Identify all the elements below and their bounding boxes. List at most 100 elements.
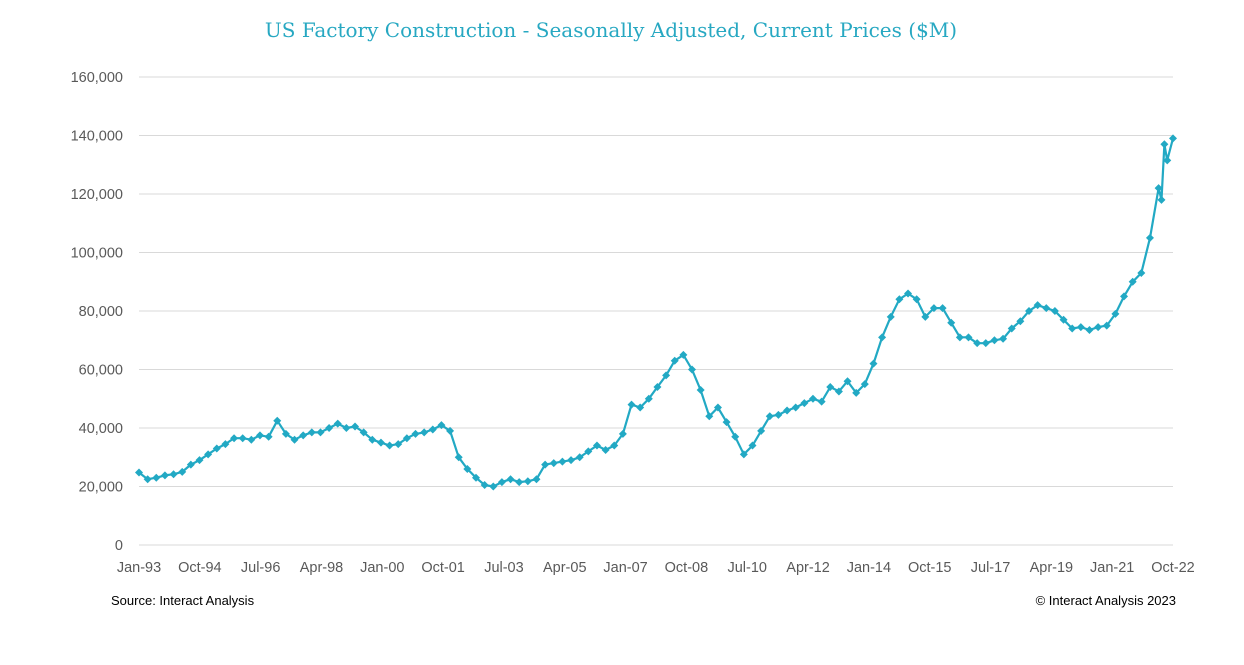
data-point-marker — [411, 429, 420, 438]
y-tick-label: 40,000 — [79, 421, 123, 437]
x-tick-label: Jan-00 — [360, 560, 404, 576]
x-tick-label: Jul-17 — [971, 560, 1011, 576]
data-point-marker — [143, 475, 152, 484]
data-point-marker — [1154, 184, 1163, 193]
data-point-marker — [532, 475, 541, 484]
data-point-marker — [221, 440, 230, 449]
data-point-marker — [904, 289, 913, 298]
data-point-marker — [800, 399, 809, 408]
data-point-marker — [670, 356, 679, 365]
y-tick-label: 0 — [115, 538, 123, 554]
data-point-marker — [808, 394, 817, 403]
data-point-marker — [541, 460, 550, 469]
data-point-marker — [860, 380, 869, 389]
data-point-marker — [1024, 307, 1033, 315]
data-point-marker — [255, 431, 264, 440]
data-point-marker — [523, 477, 532, 486]
data-point-marker — [757, 426, 766, 435]
x-tick-label: Oct-01 — [421, 560, 465, 576]
data-point-marker — [342, 424, 351, 432]
data-point-marker — [748, 441, 757, 450]
data-point-marker — [1102, 321, 1111, 330]
data-point-marker — [480, 481, 489, 490]
x-tick-label: Jan-14 — [847, 560, 891, 576]
data-point-marker — [1120, 292, 1129, 301]
data-point-marker — [385, 441, 394, 450]
data-point-marker — [281, 429, 290, 438]
data-point-marker — [307, 428, 316, 437]
data-point-marker — [1007, 324, 1016, 333]
data-point-marker — [662, 371, 671, 380]
data-point-marker — [195, 456, 204, 465]
y-tick-label: 140,000 — [71, 129, 123, 145]
data-point-marker — [420, 428, 429, 437]
x-tick-label: Apr-05 — [543, 560, 587, 576]
x-tick-label: Oct-08 — [665, 560, 709, 576]
data-point-marker — [584, 447, 593, 456]
data-point-marker — [471, 473, 480, 482]
data-point-marker — [739, 450, 748, 459]
data-point-marker — [929, 304, 938, 313]
data-point-marker — [653, 383, 662, 392]
data-point-marker — [834, 387, 843, 396]
data-point-marker — [999, 334, 1008, 343]
data-point-marker — [489, 482, 498, 491]
data-point-marker — [437, 421, 446, 430]
data-point-marker — [964, 333, 973, 342]
data-point-marker — [713, 403, 722, 412]
data-point-marker — [938, 304, 947, 313]
series-line — [138, 138, 1175, 488]
y-tick-label: 60,000 — [79, 363, 123, 379]
data-point-marker — [230, 434, 239, 443]
data-point-marker — [575, 453, 584, 462]
data-point-marker — [186, 460, 195, 469]
data-point-marker — [618, 429, 627, 438]
data-point-marker — [852, 388, 861, 397]
source-note: Source: Interact Analysis — [111, 593, 255, 608]
data-point-marker — [886, 312, 895, 321]
data-point-marker — [152, 473, 161, 482]
data-point-marker — [843, 377, 852, 386]
data-point-marker — [973, 339, 982, 348]
data-point-marker — [705, 412, 714, 421]
data-point-marker — [636, 403, 645, 412]
data-point-marker — [592, 441, 601, 450]
data-point-marker — [299, 431, 308, 440]
data-point-marker — [696, 385, 705, 394]
x-tick-label: Oct-94 — [178, 560, 222, 576]
x-tick-label: Oct-15 — [908, 560, 952, 576]
data-point-marker — [895, 295, 904, 304]
data-point-marker — [1157, 195, 1166, 204]
data-point-marker — [765, 412, 774, 421]
data-point-marker — [791, 403, 800, 412]
data-point-marker — [135, 468, 143, 477]
data-point-marker — [1085, 326, 1094, 335]
data-point-marker — [316, 428, 325, 437]
data-point-marker — [290, 435, 299, 444]
data-point-marker — [679, 350, 688, 359]
y-tick-label: 100,000 — [71, 246, 123, 262]
data-point-marker — [1050, 307, 1059, 315]
data-point-marker — [1042, 304, 1051, 313]
data-point-marker — [947, 318, 956, 327]
data-point-marker — [506, 475, 515, 484]
data-point-marker — [1111, 309, 1120, 318]
data-point-marker — [921, 312, 930, 321]
data-point-marker — [204, 450, 213, 459]
data-point-marker — [1128, 277, 1137, 286]
x-tick-label: Apr-19 — [1030, 560, 1074, 576]
data-point-marker — [644, 394, 653, 403]
data-point-marker — [376, 438, 385, 447]
data-point-marker — [394, 440, 403, 449]
data-point-marker — [402, 434, 411, 443]
data-point-marker — [558, 457, 567, 466]
data-point-marker — [247, 435, 256, 444]
data-point-marker — [160, 471, 169, 480]
data-point-marker — [515, 478, 524, 487]
x-tick-label: Jan-07 — [603, 560, 647, 576]
data-point-marker — [169, 470, 178, 479]
x-tick-label: Jul-03 — [484, 560, 524, 576]
data-point-marker — [454, 453, 463, 462]
x-tick-label: Apr-98 — [300, 560, 344, 576]
data-point-marker — [817, 397, 826, 406]
